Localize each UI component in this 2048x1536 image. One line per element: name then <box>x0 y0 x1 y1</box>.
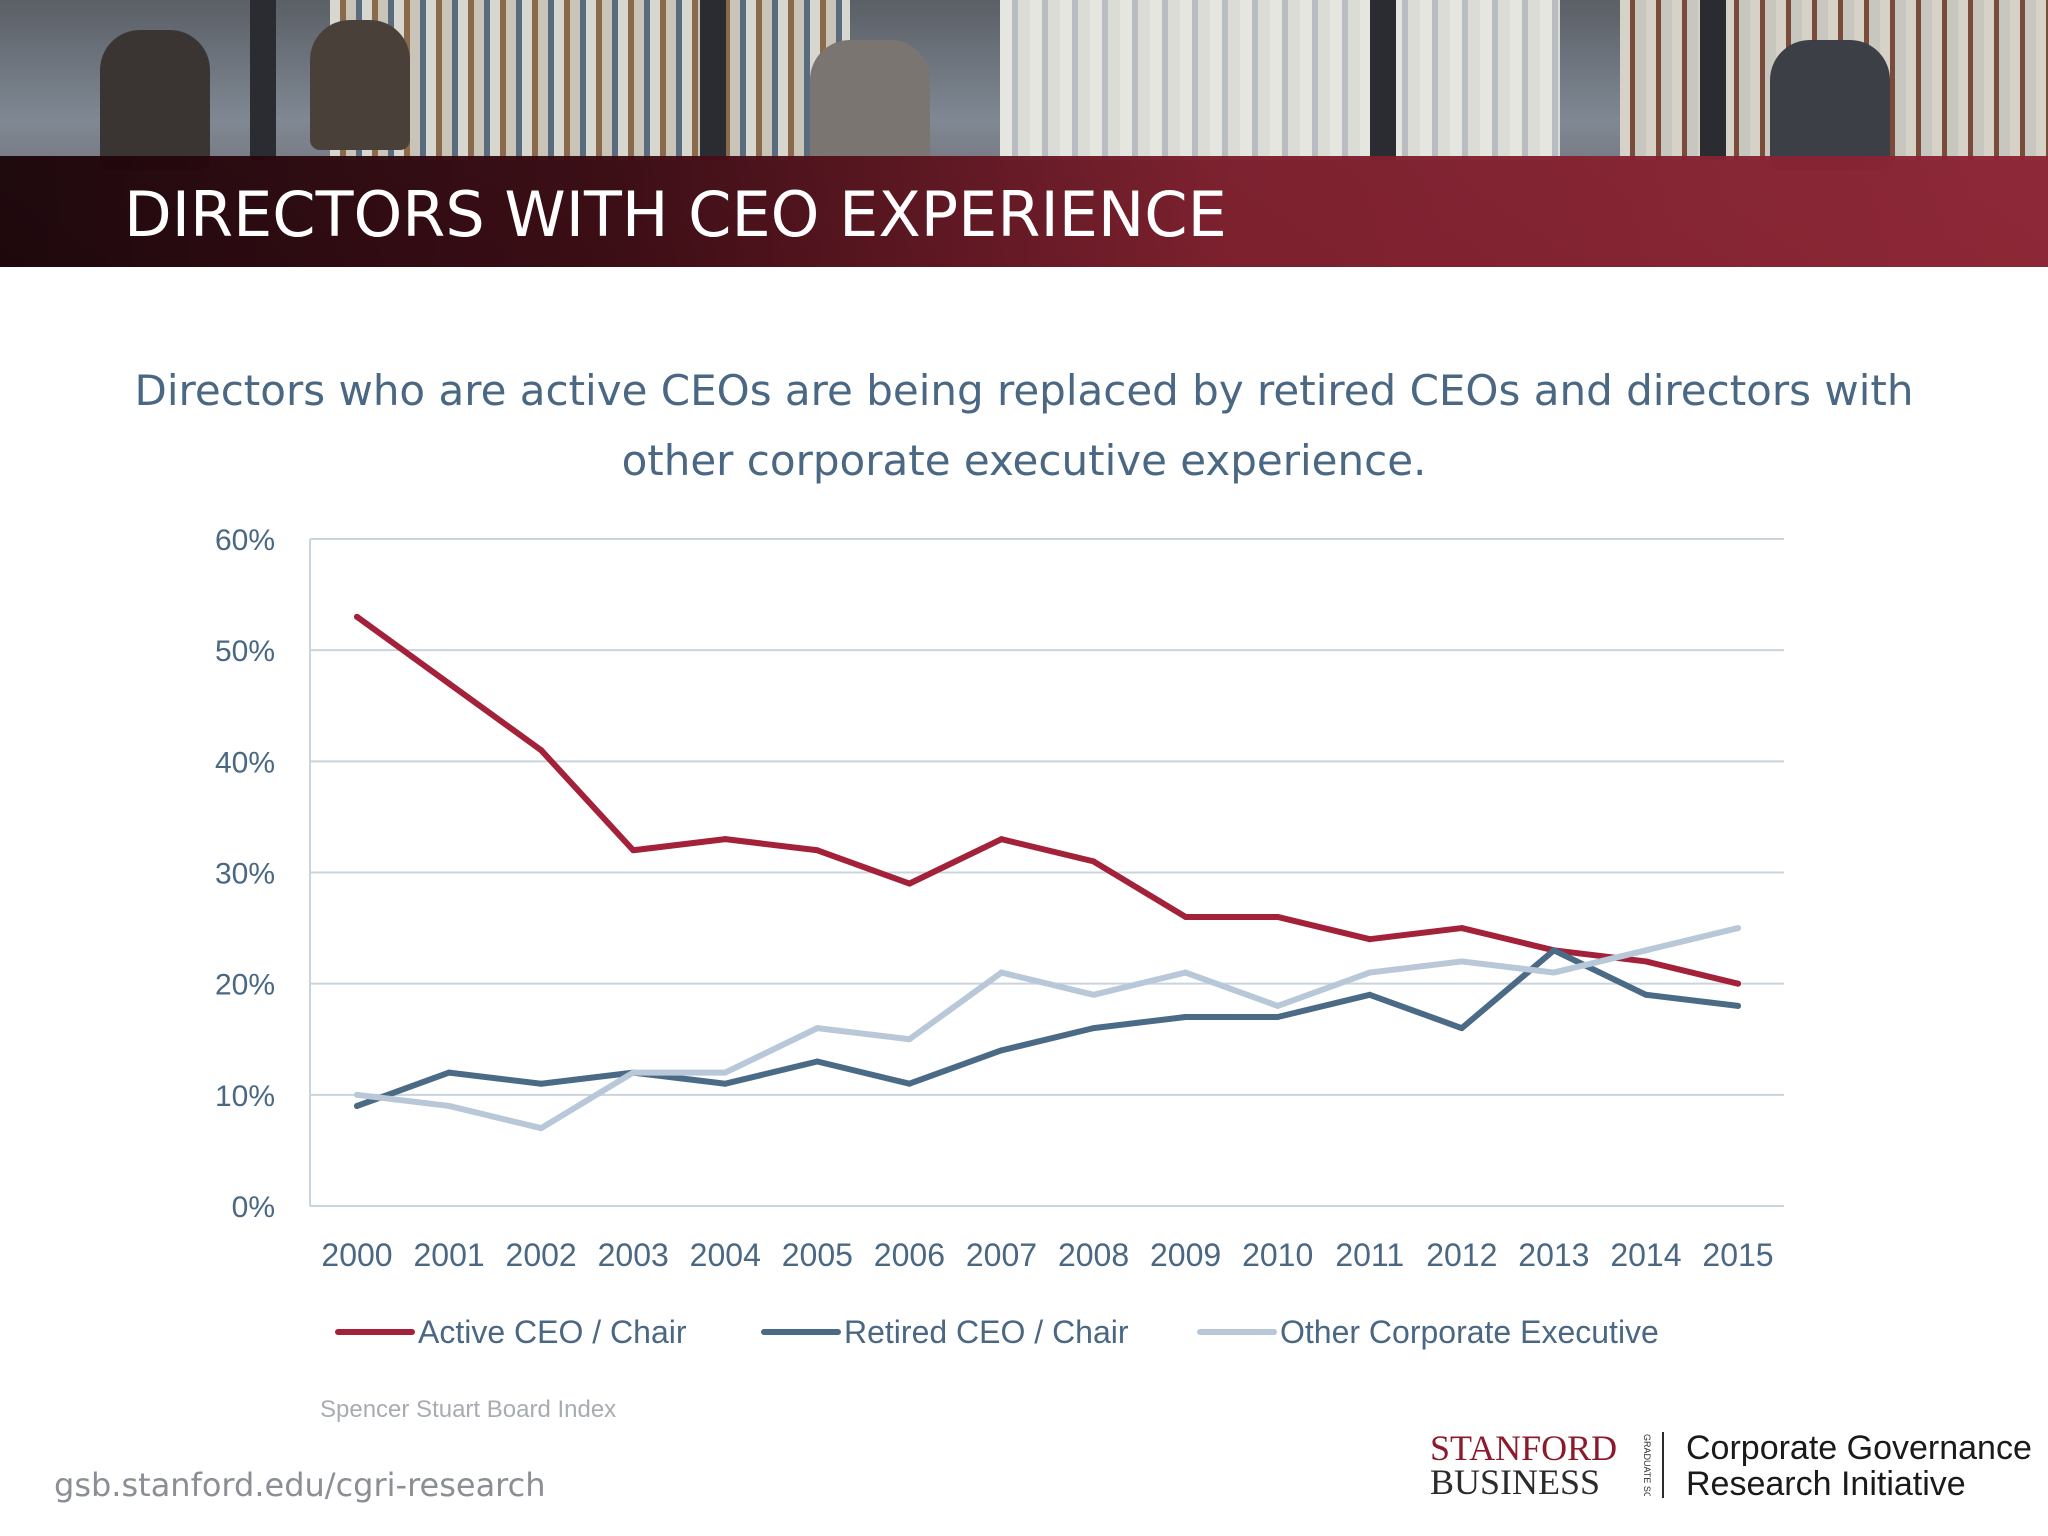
logo-divider <box>1662 1432 1664 1498</box>
title-band <box>0 156 2048 267</box>
data-point <box>814 847 821 854</box>
data-point <box>1735 1002 1741 1009</box>
x-tick-label: 2014 <box>1610 1237 1681 1273</box>
data-point <box>1642 958 1649 965</box>
data-point <box>1458 958 1465 965</box>
data-point <box>906 1036 913 1043</box>
data-point <box>1274 1002 1281 1009</box>
source-note: Spencer Stuart Board Index <box>320 1396 617 1423</box>
data-point <box>1642 991 1649 998</box>
legend: Active CEO / Chair Retired CEO / Chair Oth… <box>335 1314 1659 1350</box>
y-axis-ticks: 0% 10% 20% 30% 40% 50% 60% <box>215 524 275 1224</box>
x-tick-label: 2003 <box>598 1237 669 1273</box>
series-line-3 <box>354 925 1741 1132</box>
data-point <box>1735 925 1741 932</box>
data-point <box>722 1080 729 1087</box>
data-point <box>722 1069 729 1076</box>
data-point <box>998 836 1005 843</box>
data-point <box>446 680 453 687</box>
x-tick-label: 2005 <box>782 1237 853 1273</box>
x-tick-label: 2004 <box>690 1237 761 1273</box>
data-point <box>1182 1014 1189 1021</box>
data-point <box>1090 858 1097 865</box>
data-point <box>1458 925 1465 932</box>
data-point <box>1366 991 1373 998</box>
data-point <box>1274 1014 1281 1021</box>
footer-url: gsb.stanford.edu/cgri-research <box>54 1466 546 1504</box>
y-tick-label: 30% <box>215 858 275 891</box>
line-chart: 0%10%20%30%40%50%60% 2000 2001 2002 2003 200… <box>215 524 1784 1350</box>
y-tick-label: 20% <box>215 969 275 1002</box>
data-point <box>1550 969 1557 976</box>
data-point <box>814 1058 821 1065</box>
y-tick-label: 60% <box>215 524 275 557</box>
y-tick-label: 40% <box>215 746 275 779</box>
grid-lines <box>309 538 1784 1207</box>
data-point <box>814 1025 821 1032</box>
header-banner: DIRECTORS WITH CEO EXPERIENCE <box>0 0 2048 267</box>
chart-subtitle: Directors who are active CEOs are being … <box>100 356 1948 496</box>
data-point <box>998 1047 1005 1054</box>
legend-label-2: Retired CEO / Chair <box>844 1314 1129 1350</box>
data-point <box>630 847 637 854</box>
data-point <box>538 1080 545 1087</box>
x-tick-label: 2000 <box>321 1237 392 1273</box>
stanford-gsb-cgri-logo: STANFORD BUSINESS GRADUATE SCHOOL OF Cor… <box>1430 1428 2032 1503</box>
y-tick-label: 10% <box>215 1080 275 1113</box>
y-tick-label: 0% <box>232 1191 275 1224</box>
logo-cgri-line-2: Research Initiative <box>1686 1465 1966 1503</box>
page-title: DIRECTORS WITH CEO EXPERIENCE <box>124 178 1227 251</box>
data-point <box>906 1080 913 1087</box>
x-tick-label: 2009 <box>1150 1237 1221 1273</box>
data-point <box>1735 980 1741 987</box>
legend-label-3: Other Corporate Executive <box>1280 1314 1659 1350</box>
x-axis-ticks: 2000 2001 2002 2003 2004 2005 2006 2007 2008 2009… <box>321 1237 1773 1273</box>
data-point <box>446 1102 453 1109</box>
logo-stanford-wordmark: STANFORD <box>1430 1428 1618 1468</box>
logo-cgri-line-1: Corporate Governance <box>1686 1429 2032 1467</box>
data-point <box>1090 991 1097 998</box>
x-tick-label: 2015 <box>1702 1237 1773 1273</box>
data-point <box>1274 913 1281 920</box>
data-point <box>538 747 545 754</box>
data-point <box>538 1125 545 1132</box>
x-tick-label: 2002 <box>506 1237 577 1273</box>
y-tick-label: 50% <box>215 635 275 668</box>
data-point <box>1182 913 1189 920</box>
x-tick-label: 2010 <box>1242 1237 1313 1273</box>
data-point <box>1182 969 1189 976</box>
x-tick-label: 2007 <box>966 1237 1037 1273</box>
data-point <box>354 1102 360 1109</box>
data-point <box>630 1069 637 1076</box>
data-point <box>446 1069 453 1076</box>
data-point <box>906 880 913 887</box>
data-point <box>1642 947 1649 954</box>
series-line-2 <box>354 947 1741 1109</box>
x-tick-label: 2012 <box>1426 1237 1497 1273</box>
subtitle-line-2: other corporate executive experience. <box>621 436 1427 485</box>
x-tick-label: 2008 <box>1058 1237 1129 1273</box>
data-point <box>1366 936 1373 943</box>
x-tick-label: 2011 <box>1335 1237 1404 1273</box>
series-line-1 <box>354 613 1741 987</box>
x-tick-label: 2006 <box>874 1237 945 1273</box>
data-point <box>1550 947 1557 954</box>
x-tick-label: 2013 <box>1518 1237 1589 1273</box>
data-point <box>1366 969 1373 976</box>
logo-business-wordmark: BUSINESS <box>1430 1462 1601 1502</box>
logo-gsb-vertical-text: GRADUATE SCHOOL OF <box>1642 1434 1652 1496</box>
subtitle-line-1: Directors who are active CEOs are being … <box>134 366 1914 415</box>
data-point <box>1090 1025 1097 1032</box>
data-point <box>722 836 729 843</box>
data-point <box>1458 1025 1465 1032</box>
data-point <box>354 1091 360 1098</box>
data-point <box>354 613 360 620</box>
x-tick-label: 2001 <box>413 1237 484 1273</box>
series-lines <box>354 613 1741 1132</box>
legend-label-1: Active CEO / Chair <box>418 1314 687 1350</box>
data-point <box>998 969 1005 976</box>
